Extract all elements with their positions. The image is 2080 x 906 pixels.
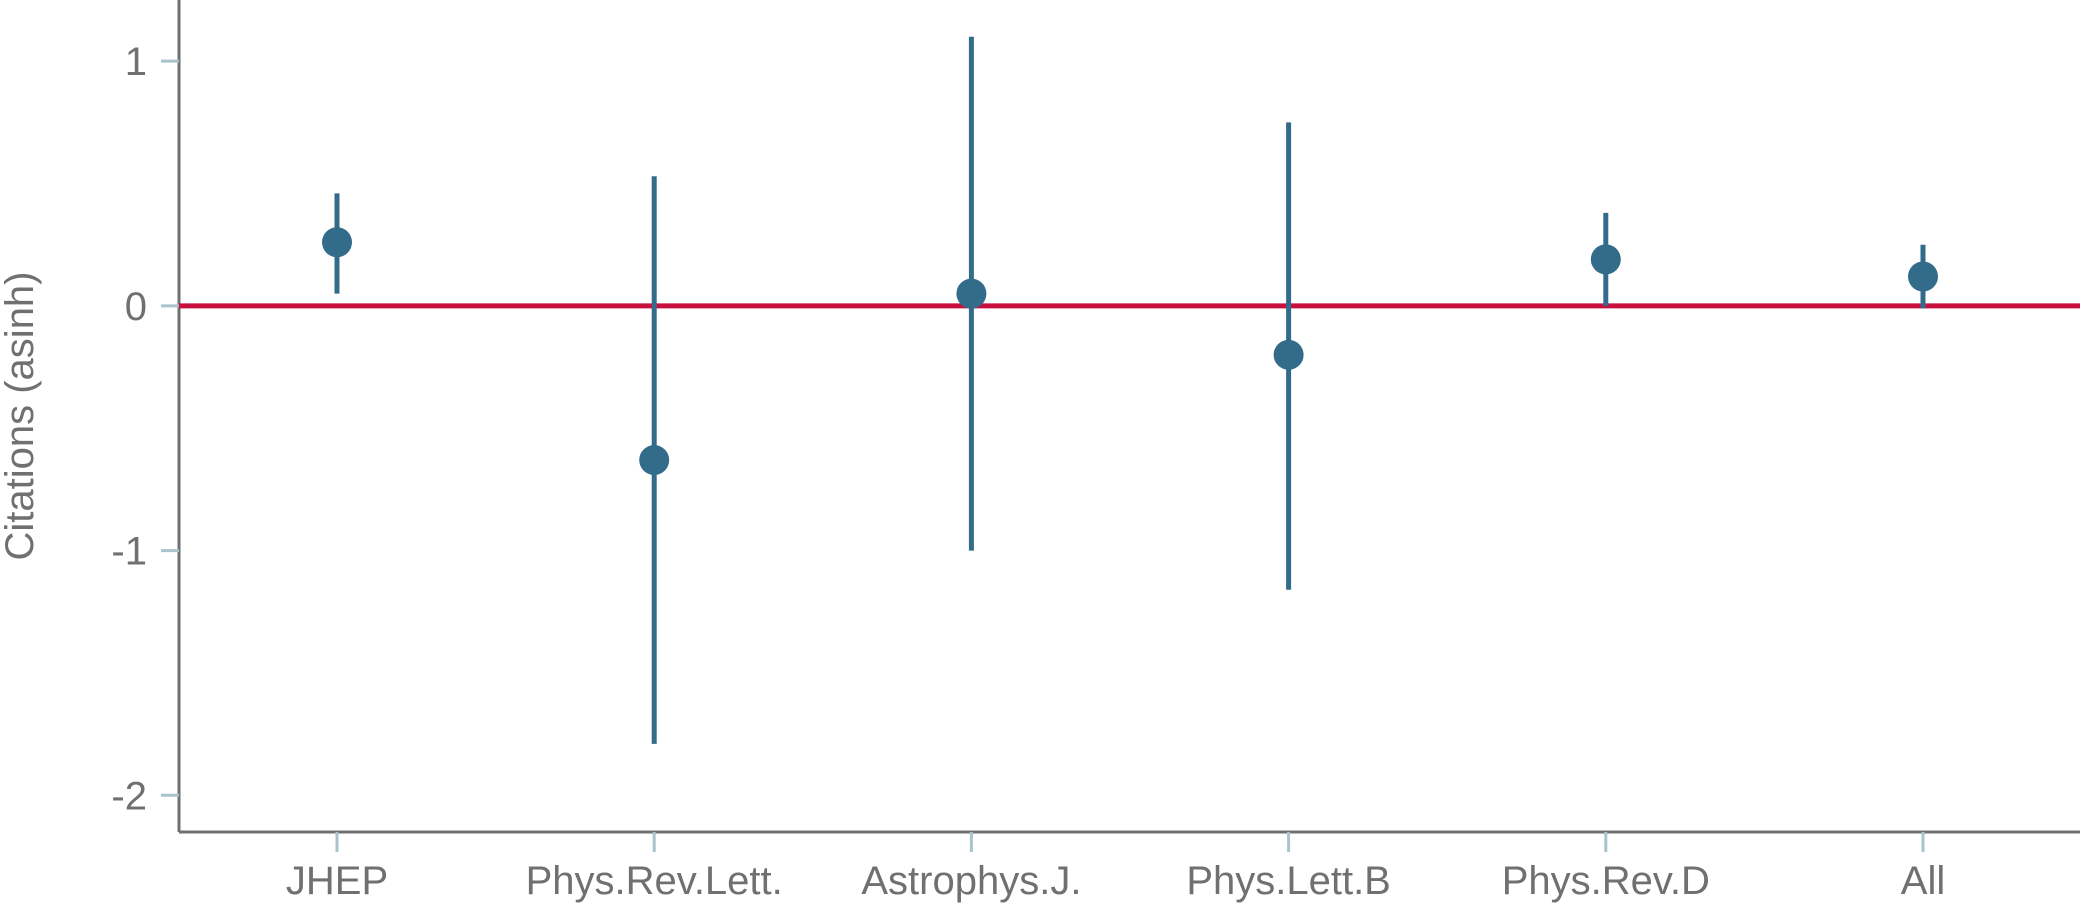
x-ticks: JHEP Phys.Rev.Lett. Astrophys.J. Phys.Lett.…	[286, 832, 1945, 903]
estimate-point	[322, 227, 352, 258]
estimate-point	[956, 278, 987, 309]
estimate-point	[1590, 244, 1621, 275]
data-marks	[322, 36, 1938, 744]
estimate-point	[1908, 261, 1938, 292]
axes	[177, 0, 2080, 834]
x-tick-label: Phys.Rev.D	[1502, 859, 1710, 903]
x-tick-label: Phys.Rev.Lett.	[526, 859, 783, 903]
x-tick-label: JHEP	[286, 859, 388, 903]
x-tick-label: Phys.Lett.B	[1186, 859, 1391, 903]
y-tick-label: -2	[111, 774, 147, 818]
y-ticks: 1 0 -1 -2	[111, 40, 179, 818]
x-tick-label: Astrophys.J.	[861, 859, 1081, 903]
y-tick-label: 1	[125, 40, 147, 84]
y-tick-label: -1	[111, 530, 147, 574]
y-tick-label: 0	[125, 285, 147, 329]
estimate-point	[639, 445, 670, 476]
y-axis-title: Citations (asinh)	[0, 271, 42, 560]
x-tick-label: All	[1901, 859, 1945, 903]
estimate-point	[1273, 339, 1304, 370]
